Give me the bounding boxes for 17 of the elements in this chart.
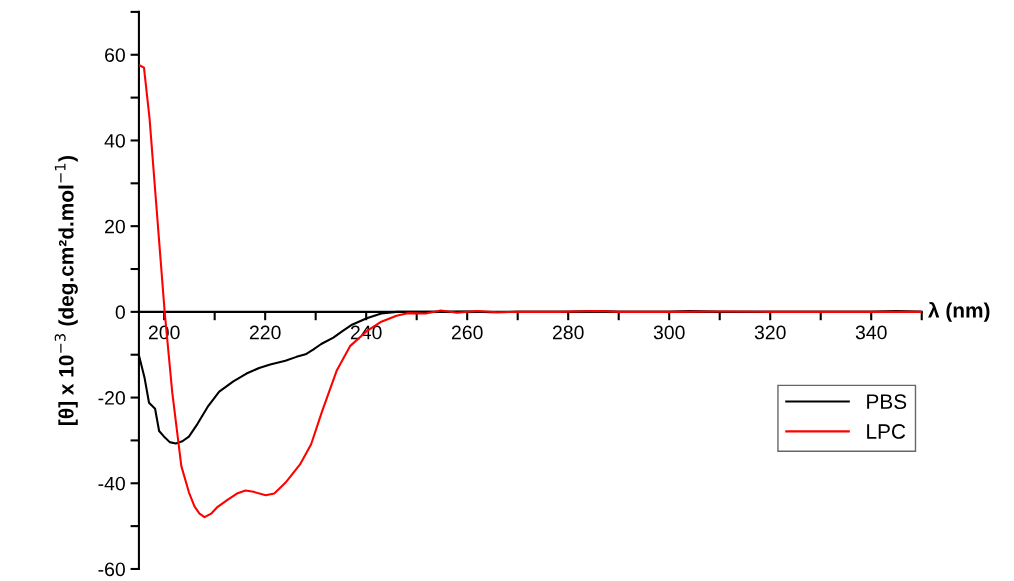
x-tick-label: 320 — [754, 325, 786, 340]
y-tick-label: 60 — [105, 48, 125, 62]
legend-label: LPC — [867, 424, 906, 439]
x-axis-title: λ (nm) — [928, 301, 990, 322]
x-tick-label: 280 — [552, 325, 584, 340]
x-tick-label: 300 — [653, 325, 685, 340]
y-axis-title: [θ] x 10$^{−3}$ (deg.cm²d.mol$^{−1}$) — [54, 156, 78, 425]
x-tick-label: 340 — [855, 325, 887, 340]
x-tick-label: 220 — [249, 325, 281, 340]
y-tick-label: -20 — [98, 391, 125, 405]
y-tick-label: 20 — [105, 219, 125, 234]
legend-label: PBS — [867, 394, 907, 410]
y-tick-label: -40 — [98, 476, 125, 491]
x-tick-label: 260 — [451, 325, 483, 340]
y-tick-label: 40 — [104, 133, 125, 148]
y-tick-label: -60 — [98, 562, 125, 577]
y-tick-label: 0 — [115, 305, 125, 320]
